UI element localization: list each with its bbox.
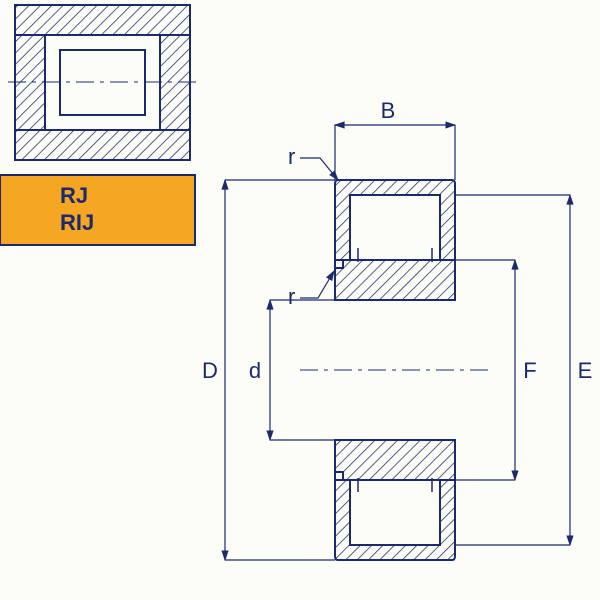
main-section: B D d E F r r	[202, 98, 592, 560]
roller-bottom	[350, 480, 440, 545]
thumbnail-section	[8, 5, 198, 160]
dim-B: B	[381, 98, 396, 123]
tag-line1: RJ	[60, 183, 88, 208]
dim-F: F	[523, 358, 536, 383]
dim-r-top: r	[288, 144, 295, 169]
dim-d: d	[249, 358, 261, 383]
dim-D: D	[202, 358, 218, 383]
type-tag: RJ RIJ	[0, 175, 195, 245]
tag-line2: RIJ	[60, 210, 94, 235]
roller-top	[350, 195, 440, 260]
bearing-diagram: RJ RIJ	[0, 0, 600, 600]
dim-E: E	[578, 358, 593, 383]
dim-r-bottom: r	[288, 284, 295, 309]
